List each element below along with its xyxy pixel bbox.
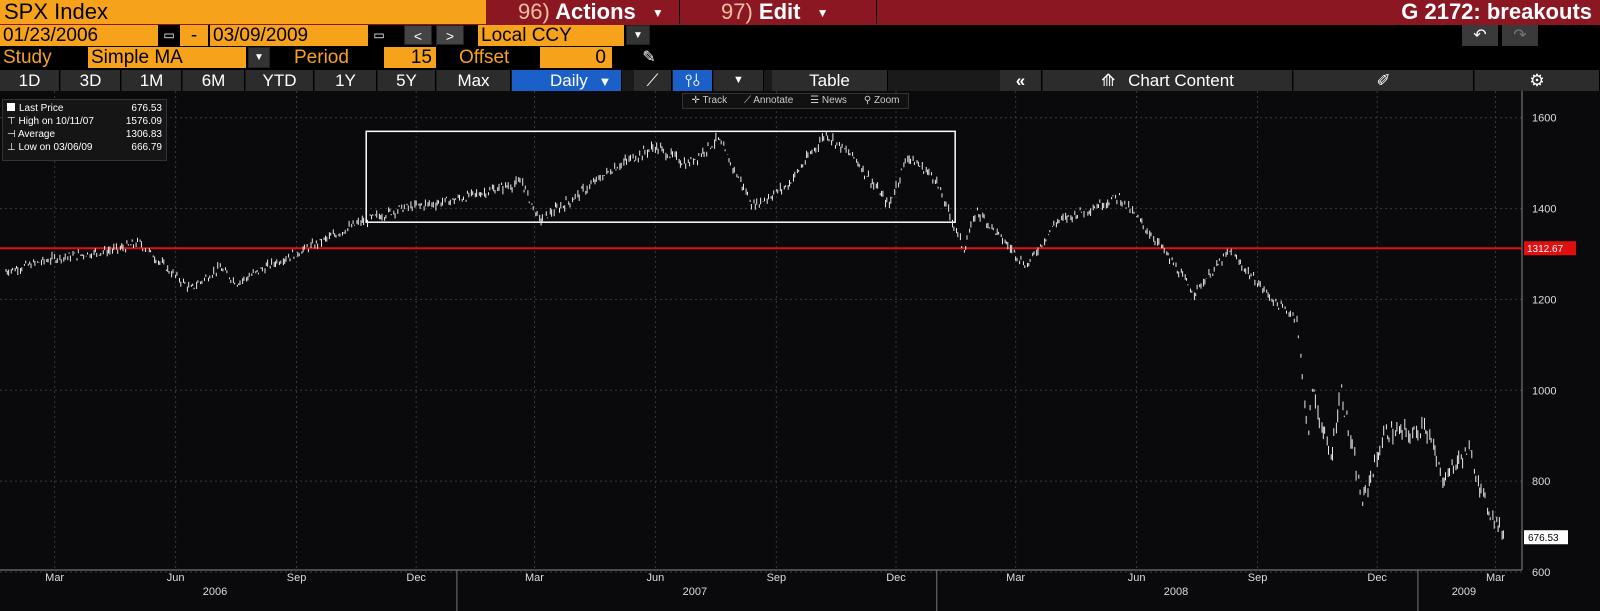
chevron-down-icon: ▼ (598, 74, 612, 89)
level-value-tag (1524, 241, 1576, 256)
year-label: 2009 (1452, 586, 1476, 598)
x-tick-label: Sep (1248, 572, 1268, 584)
start-date-field[interactable]: 01/23/2006 (0, 25, 158, 46)
tab-6m[interactable]: 6M (183, 70, 245, 91)
x-tick-label: Mar (1486, 572, 1505, 584)
chevron-down-icon: ▼ (651, 6, 664, 21)
chart-background (0, 91, 1600, 611)
chevron-down-icon[interactable]: ▼ (248, 47, 270, 68)
x-tick-label: Sep (287, 572, 307, 584)
y-tick-label: 1600 (1532, 113, 1556, 125)
study-select[interactable]: Simple MA (88, 47, 246, 68)
legend-high-value: 1576.09 (125, 116, 162, 127)
last-price-label: 676.53 (1528, 533, 1559, 544)
edit-label: Edit (758, 0, 801, 24)
chart-legend: Last Price 676.53 ⊤ High on 10/11/07 1576.… (2, 99, 167, 161)
legend-average-value: 1306.83 (125, 129, 162, 140)
x-tick-label: Jun (647, 572, 665, 584)
legend-low-label: ⊥ Low on 03/06/09 (7, 142, 93, 153)
year-label: 2008 (1164, 586, 1188, 598)
bar-chart-icon[interactable]: ⫯⫰ (673, 70, 713, 91)
calendar-icon[interactable]: ▭ (160, 25, 178, 45)
table-button[interactable]: Table (772, 70, 888, 91)
chart-content-button[interactable]: ⟰ Chart Content (1043, 70, 1293, 91)
security-ticker-field[interactable]: SPX Index (0, 0, 486, 24)
x-tick-label: Jun (167, 572, 185, 584)
calendar-icon[interactable]: ▭ (370, 25, 388, 45)
tab-3d[interactable]: 3D (61, 70, 121, 91)
legend-low-value: 666.79 (131, 142, 162, 153)
offset-input[interactable]: 0 (540, 47, 612, 68)
tab-1y[interactable]: 1Y (315, 70, 377, 91)
x-tick-label: Jun (1128, 572, 1146, 584)
pencil-icon[interactable]: ✎ (642, 49, 656, 66)
date-separator: - (180, 25, 208, 46)
zoom-tool[interactable]: ⚲ Zoom (863, 95, 900, 106)
legend-high-label: ⊤ High on 10/11/07 (7, 116, 94, 127)
x-tick-label: Dec (886, 572, 906, 584)
x-tick-label: Dec (406, 572, 426, 584)
x-tick-label: Mar (1006, 572, 1025, 584)
redo-icon[interactable]: ↷ (1502, 25, 1538, 46)
actions-shortcut: 96) (518, 0, 550, 24)
edit-menu-button[interactable]: 97) Edit ▼ (681, 0, 877, 24)
undo-icon[interactable]: ↶ (1462, 25, 1498, 46)
offset-label: Offset (459, 47, 510, 68)
actions-menu-button[interactable]: 96) Actions ▼ (486, 0, 680, 24)
chart-content-label: Chart Content (1128, 71, 1234, 90)
chevron-down-icon: ▼ (816, 6, 829, 21)
news-tool[interactable]: ☰ News (810, 95, 847, 106)
chart-settings-icon: ⟰ (1101, 71, 1116, 90)
legend-average-label: ⊣ Average (7, 129, 56, 140)
line-chart-icon[interactable]: ⟋ (634, 70, 672, 91)
x-tick-label: Dec (1367, 572, 1387, 584)
gear-icon[interactable]: ⚙ (1475, 70, 1600, 91)
graph-title: G 2172: breakouts (1401, 0, 1592, 24)
period-label: Period (294, 47, 349, 68)
period-input[interactable]: 15 (384, 47, 436, 68)
y-tick-label: 1400 (1532, 204, 1556, 216)
end-date-field[interactable]: 03/09/2009 (210, 25, 368, 46)
year-label: 2007 (683, 586, 707, 598)
y-tick-label: 1200 (1532, 294, 1556, 306)
y-tick-label: 1000 (1532, 385, 1556, 397)
edit-chart-icon[interactable]: ✐ (1294, 70, 1474, 91)
breakout-box (365, 130, 956, 223)
chevron-down-icon[interactable]: ▼ (714, 70, 764, 91)
x-tick-label: Mar (525, 572, 544, 584)
price-series (5, 131, 1504, 540)
annotate-tool[interactable]: ⟋ Annotate (743, 95, 794, 106)
actions-label: Actions (555, 0, 636, 24)
price-chart[interactable]: 600 800 1000 1200 1400 1600 Mar Jun Sep Dec Mar Jun… (0, 91, 1600, 611)
frequency-label: Daily (550, 71, 588, 90)
year-label: 2006 (203, 586, 227, 598)
tab-5y[interactable]: 5Y (378, 70, 436, 91)
tab-1d[interactable]: 1D (0, 70, 60, 91)
currency-select[interactable]: Local CCY (478, 25, 624, 46)
tab-ytd[interactable]: YTD (246, 70, 314, 91)
x-tick-label: Mar (45, 572, 64, 584)
track-tool[interactable]: ✛ Track (691, 95, 728, 106)
chart-tools-bar: ✛ Track ⟋ Annotate ☰ News ⚲ Zoom (682, 93, 909, 109)
last-price-tag (1524, 530, 1568, 545)
tab-max[interactable]: Max (437, 70, 511, 91)
legend-last-label: Last Price (7, 102, 63, 115)
x-tick-label: Sep (767, 572, 787, 584)
collapse-icon[interactable]: « (1000, 70, 1042, 91)
frequency-select[interactable]: Daily ▼ (512, 70, 622, 91)
y-tick-label: 600 (1532, 567, 1550, 579)
study-label: Study (3, 47, 52, 68)
y-tick-label: 800 (1532, 476, 1550, 488)
level-value-label: 1312.67 (1527, 244, 1564, 255)
chevron-down-icon[interactable]: ▼ (626, 25, 650, 45)
tab-1m[interactable]: 1M (122, 70, 182, 91)
next-range-button[interactable]: > (436, 25, 464, 45)
legend-last-value: 676.53 (131, 103, 162, 114)
previous-range-button[interactable]: < (404, 25, 432, 45)
edit-shortcut: 97) (721, 0, 753, 24)
